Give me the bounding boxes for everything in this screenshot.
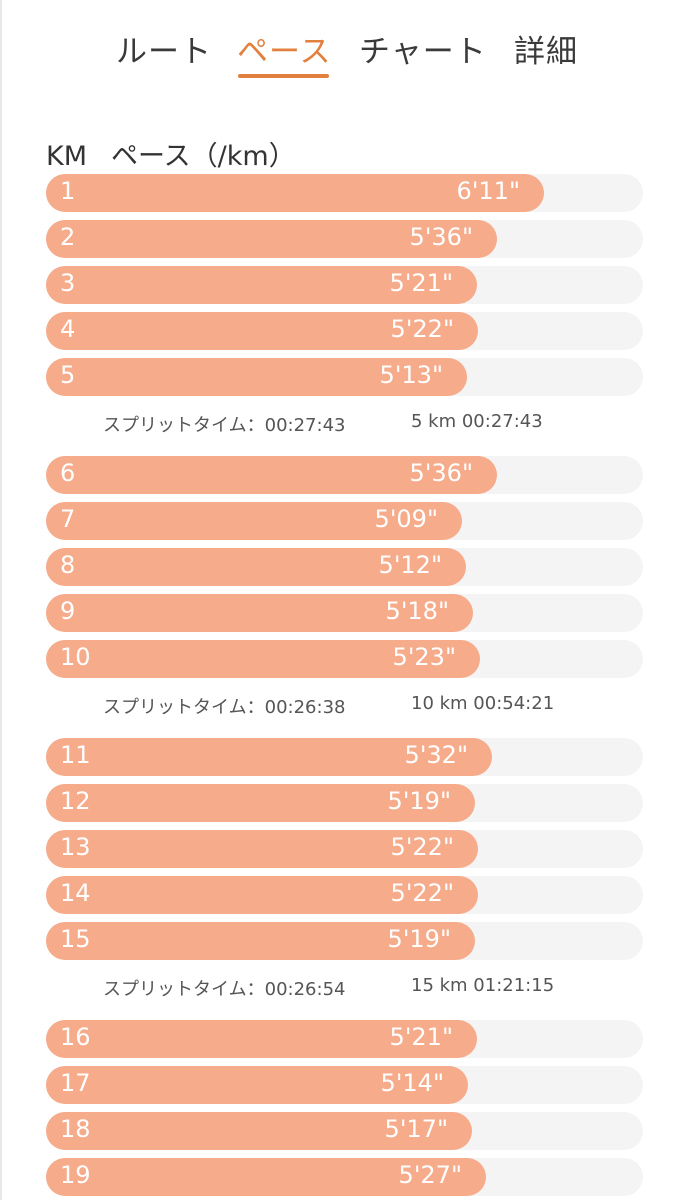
km-number: 10 xyxy=(60,643,91,671)
pace-bar: 8 5'12" xyxy=(46,548,466,586)
pace-value: 6'11" xyxy=(456,177,520,205)
km-number: 16 xyxy=(60,1023,91,1051)
km-number: 1 xyxy=(60,177,76,205)
pace-row-km-4[interactable]: 4 5'22" xyxy=(46,312,643,350)
split-time-summary: スプリットタイム：00:26:38 10 km 00:54:21 xyxy=(103,693,554,719)
pace-bar: 14 5'22" xyxy=(46,876,478,914)
pace-row-km-15[interactable]: 15 5'19" xyxy=(46,922,643,960)
pace-row-km-11[interactable]: 11 5'32" xyxy=(46,738,643,776)
pace-row-km-16[interactable]: 16 5'21" xyxy=(46,1020,643,1058)
left-edge-divider xyxy=(0,0,2,1200)
pace-row-km-6[interactable]: 6 5'36" xyxy=(46,456,643,494)
km-number: 3 xyxy=(60,269,76,297)
pace-value: 5'22" xyxy=(390,833,454,861)
pace-value: 5'18" xyxy=(385,597,449,625)
pace-row-km-1[interactable]: 1 6'11" xyxy=(46,174,643,212)
km-number: 15 xyxy=(60,925,91,953)
pace-row-km-5[interactable]: 5 5'13" xyxy=(46,358,643,396)
cumulative-time: 10 km 00:54:21 xyxy=(411,693,555,714)
pace-bar: 9 5'18" xyxy=(46,594,473,632)
active-tab-indicator xyxy=(238,74,329,78)
pace-row-km-9[interactable]: 9 5'18" xyxy=(46,594,643,632)
pace-row-km-13[interactable]: 13 5'22" xyxy=(46,830,643,868)
cumulative-time: 15 km 01:21:15 xyxy=(411,975,555,996)
pace-value: 5'17" xyxy=(384,1115,448,1143)
pace-row-km-8[interactable]: 8 5'12" xyxy=(46,548,643,586)
pace-bar: 1 6'11" xyxy=(46,174,544,212)
pace-value: 5'12" xyxy=(378,551,442,579)
list-header: KM ペース（/km） xyxy=(46,134,296,173)
tab-bar: ルート ペース チャート 詳細 xyxy=(0,0,689,100)
km-number: 12 xyxy=(60,787,91,815)
pace-row-km-19[interactable]: 19 5'27" xyxy=(46,1158,643,1196)
tab-chart[interactable]: チャート xyxy=(359,34,487,70)
km-column-label: KM xyxy=(46,141,88,172)
pace-row-km-3[interactable]: 3 5'21" xyxy=(46,266,643,304)
pace-bar: 19 5'27" xyxy=(46,1158,486,1196)
km-number: 4 xyxy=(60,315,76,343)
km-number: 6 xyxy=(60,459,76,487)
km-number: 17 xyxy=(60,1069,91,1097)
pace-value: 5'22" xyxy=(390,315,454,343)
pace-bar: 15 5'19" xyxy=(46,922,475,960)
pace-bar: 3 5'21" xyxy=(46,266,477,304)
pace-bar: 6 5'36" xyxy=(46,456,497,494)
pace-row-km-14[interactable]: 14 5'22" xyxy=(46,876,643,914)
pace-row-km-2[interactable]: 2 5'36" xyxy=(46,220,643,258)
pace-value: 5'23" xyxy=(392,643,456,671)
km-number: 11 xyxy=(60,741,91,769)
pace-row-km-18[interactable]: 18 5'17" xyxy=(46,1112,643,1150)
split-time-label: スプリットタイム：00:26:38 xyxy=(103,697,346,718)
pace-bar: 11 5'32" xyxy=(46,738,492,776)
pace-bar: 18 5'17" xyxy=(46,1112,472,1150)
tab-details[interactable]: 詳細 xyxy=(514,34,578,70)
km-number: 19 xyxy=(60,1161,91,1189)
km-number: 18 xyxy=(60,1115,91,1143)
km-number: 5 xyxy=(60,361,76,389)
pace-bar: 13 5'22" xyxy=(46,830,478,868)
pace-value: 5'32" xyxy=(404,741,468,769)
pace-value: 5'19" xyxy=(387,925,451,953)
pace-bar: 7 5'09" xyxy=(46,502,462,540)
pace-value: 5'21" xyxy=(389,269,453,297)
split-time-label: スプリットタイム：00:26:54 xyxy=(103,979,346,1000)
split-time-summary: スプリットタイム：00:26:54 15 km 01:21:15 xyxy=(103,975,554,1001)
pace-bar: 4 5'22" xyxy=(46,312,478,350)
pace-bar: 16 5'21" xyxy=(46,1020,477,1058)
pace-value: 5'36" xyxy=(409,223,473,251)
pace-row-km-7[interactable]: 7 5'09" xyxy=(46,502,643,540)
pace-bar: 12 5'19" xyxy=(46,784,475,822)
pace-value: 5'36" xyxy=(409,459,473,487)
cumulative-time: 5 km 00:27:43 xyxy=(411,411,543,432)
km-number: 2 xyxy=(60,223,76,251)
km-number: 14 xyxy=(60,879,91,907)
pace-column-label: ペース（/km） xyxy=(111,141,296,172)
pace-value: 5'21" xyxy=(389,1023,453,1051)
pace-bar: 10 5'23" xyxy=(46,640,480,678)
km-number: 7 xyxy=(60,505,76,533)
pace-value: 5'27" xyxy=(398,1161,462,1189)
pace-value: 5'14" xyxy=(380,1069,444,1097)
split-time-summary: スプリットタイム：00:27:43 5 km 00:27:43 xyxy=(103,411,543,437)
pace-row-km-12[interactable]: 12 5'19" xyxy=(46,784,643,822)
km-number: 9 xyxy=(60,597,76,625)
pace-value: 5'09" xyxy=(374,505,438,533)
tab-route[interactable]: ルート xyxy=(116,34,212,70)
km-number: 13 xyxy=(60,833,91,861)
pace-row-km-17[interactable]: 17 5'14" xyxy=(46,1066,643,1104)
km-number: 8 xyxy=(60,551,76,579)
pace-bar: 17 5'14" xyxy=(46,1066,468,1104)
pace-row-km-10[interactable]: 10 5'23" xyxy=(46,640,643,678)
split-time-label: スプリットタイム：00:27:43 xyxy=(103,415,346,436)
pace-value: 5'13" xyxy=(379,361,443,389)
pace-bar: 5 5'13" xyxy=(46,358,467,396)
pace-value: 5'19" xyxy=(387,787,451,815)
pace-value: 5'22" xyxy=(390,879,454,907)
tab-pace[interactable]: ペース xyxy=(237,34,332,70)
pace-bar: 2 5'36" xyxy=(46,220,497,258)
